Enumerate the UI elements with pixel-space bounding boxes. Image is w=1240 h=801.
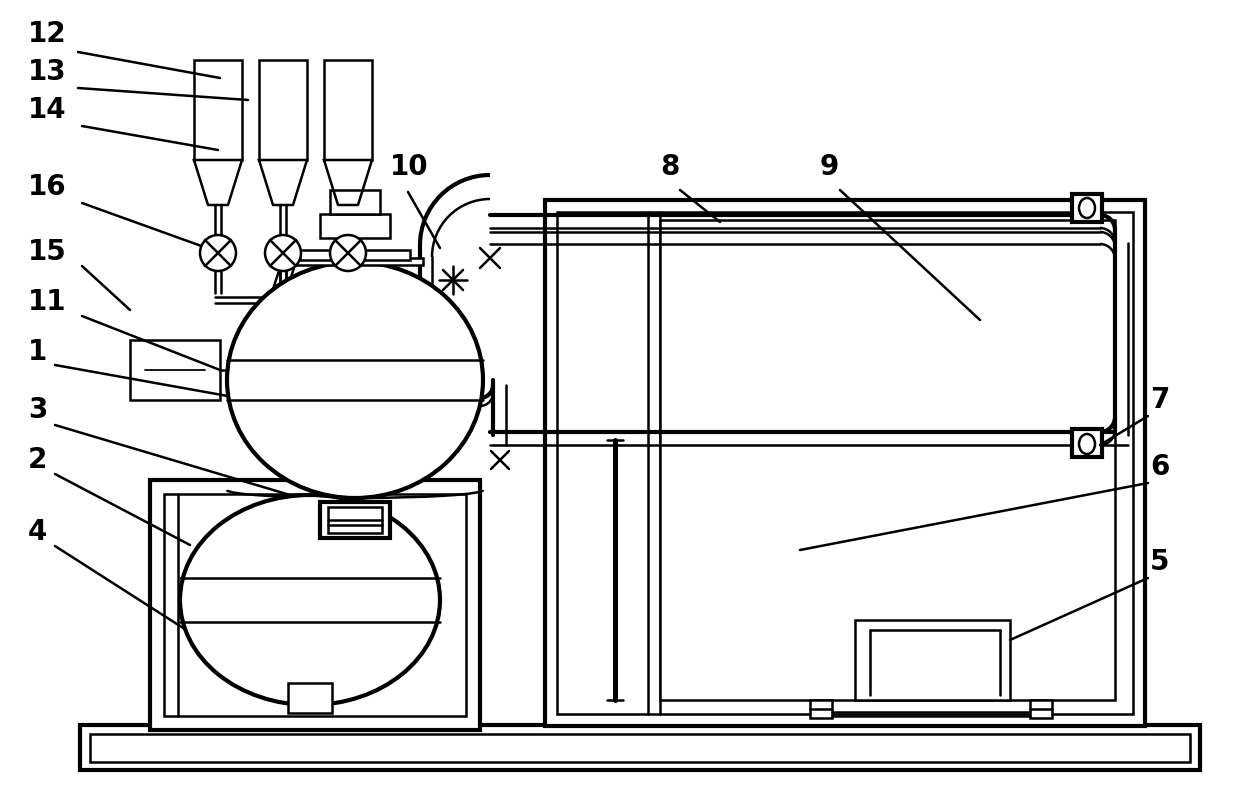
Bar (286, 258, 423, 265)
Bar (130, 340, 219, 400)
Text: 10: 10 (391, 153, 429, 181)
Bar (324, 60, 372, 160)
Text: 7: 7 (1149, 386, 1169, 414)
Text: 6: 6 (1149, 453, 1169, 481)
Bar (320, 214, 391, 238)
Bar (91, 734, 1190, 762)
Text: 11: 11 (29, 288, 67, 316)
Bar (329, 507, 382, 533)
Text: 5: 5 (1149, 548, 1169, 576)
Bar (259, 60, 308, 160)
Bar (288, 683, 332, 713)
Circle shape (200, 235, 236, 271)
Text: 1: 1 (29, 338, 47, 366)
Bar (300, 250, 410, 260)
Ellipse shape (227, 262, 484, 498)
Bar (557, 212, 1133, 714)
Text: 9: 9 (820, 153, 839, 181)
Polygon shape (324, 160, 372, 205)
Text: 15: 15 (29, 238, 67, 266)
Bar (1030, 700, 1052, 718)
Polygon shape (259, 160, 308, 205)
Bar (164, 494, 466, 716)
Bar (546, 200, 1145, 726)
Text: 16: 16 (29, 173, 67, 201)
Circle shape (265, 235, 301, 271)
Text: 13: 13 (29, 58, 67, 86)
Ellipse shape (1079, 434, 1095, 454)
Bar (856, 620, 1011, 700)
Bar (660, 220, 1115, 700)
Bar (81, 725, 1200, 770)
Text: 2: 2 (29, 446, 47, 474)
Ellipse shape (1079, 198, 1095, 218)
Bar (193, 60, 242, 160)
Bar (1073, 194, 1102, 222)
Text: 3: 3 (29, 396, 47, 424)
Text: 8: 8 (660, 153, 680, 181)
Text: 14: 14 (29, 96, 67, 124)
Circle shape (330, 235, 366, 271)
Polygon shape (193, 160, 242, 205)
Text: 12: 12 (29, 20, 67, 48)
Text: 4: 4 (29, 518, 47, 546)
Bar (330, 190, 379, 214)
Bar (150, 480, 480, 730)
Bar (320, 502, 391, 538)
Bar (1073, 429, 1102, 457)
Bar (810, 700, 832, 718)
Ellipse shape (180, 495, 440, 705)
